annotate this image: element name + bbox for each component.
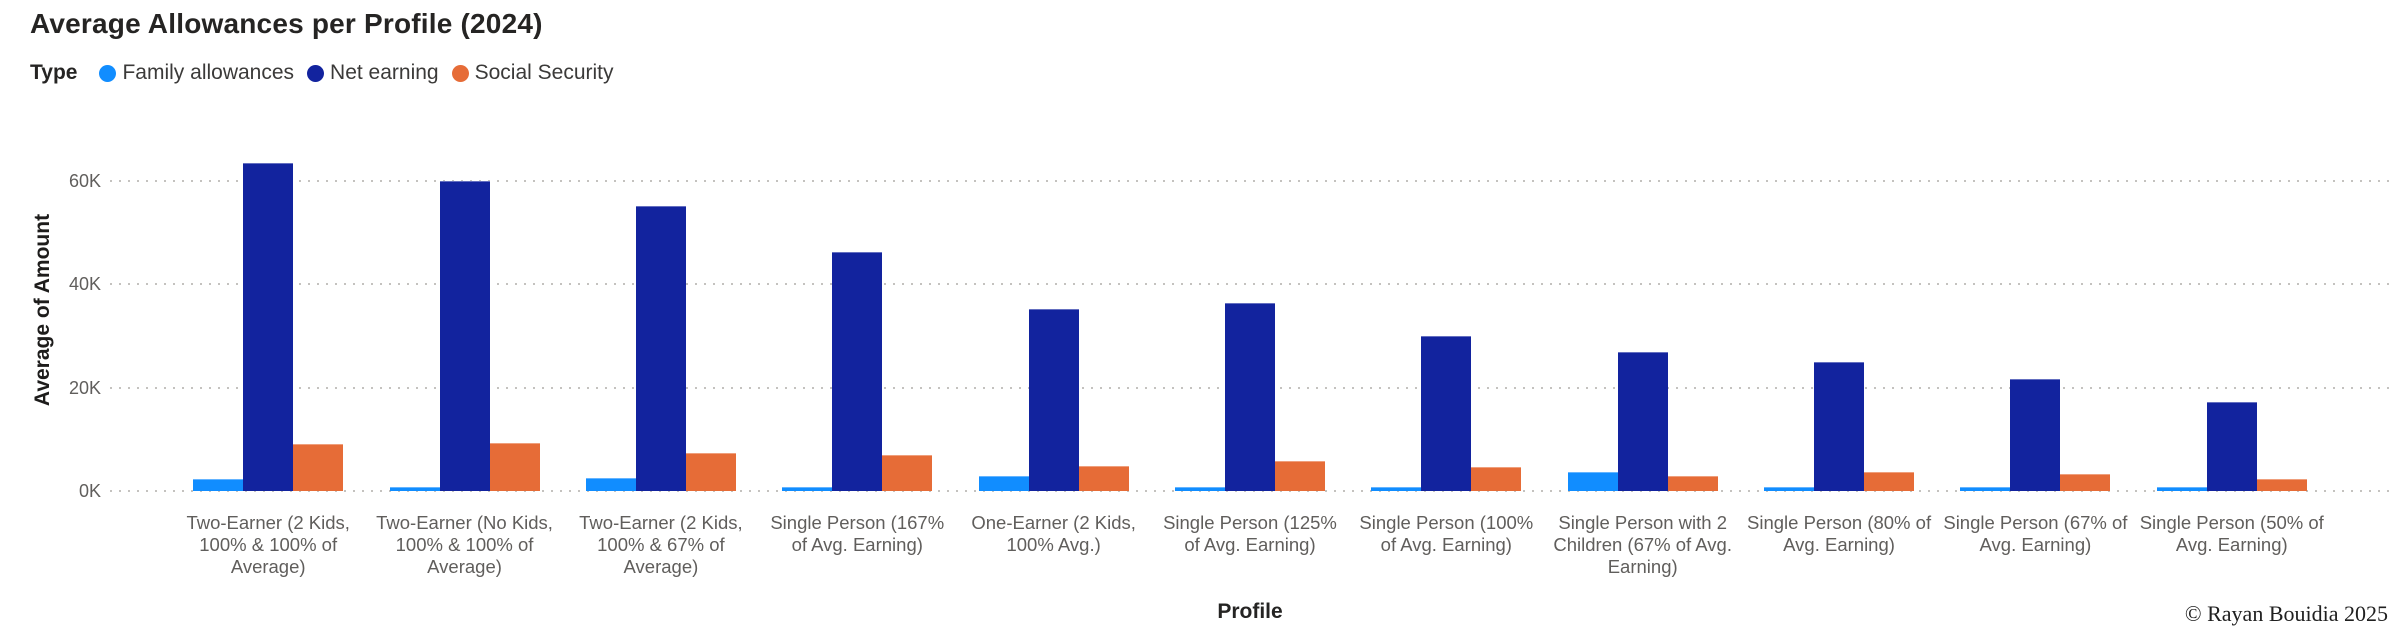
bar-net-earning[interactable] — [635, 205, 686, 491]
bar-social-security[interactable] — [1274, 461, 1325, 491]
x-category-label: Single Person (50% of Avg. Earning) — [2139, 512, 2324, 555]
legend-item-family-allowances[interactable]: Family allowances — [99, 61, 294, 85]
x-category-label: Single Person (125% of Avg. Earning) — [1163, 512, 1337, 555]
bar-family-allowances[interactable] — [2156, 487, 2207, 491]
bar-family-allowances[interactable] — [1960, 487, 2011, 491]
bar-family-allowances[interactable] — [782, 487, 833, 491]
legend-item-net-earning[interactable]: Net earning — [307, 61, 439, 85]
bar-net-earning[interactable] — [2010, 378, 2061, 491]
y-tick-label: 40K — [68, 274, 101, 295]
legend-item-social-security[interactable]: Social Security — [451, 61, 614, 85]
bar-group — [2134, 129, 2330, 491]
x-category-label: Single Person with 2 Children (67% of Av… — [1553, 512, 1732, 577]
bar-social-security[interactable] — [1078, 466, 1129, 491]
bar-net-earning[interactable] — [1224, 303, 1275, 491]
bar-social-security[interactable] — [1471, 466, 1522, 491]
bar-group — [1545, 129, 1741, 491]
legend-item-label: Social Security — [474, 61, 614, 84]
bar-net-earning[interactable] — [1617, 351, 1668, 491]
bar-family-allowances[interactable] — [1371, 487, 1422, 491]
bar-social-security[interactable] — [293, 444, 344, 491]
x-category-label: Two-Earner (2 Kids, 100% & 67% of Averag… — [579, 512, 743, 577]
x-category-label: Single Person (100% of Avg. Earning) — [1359, 512, 1534, 555]
bar-group — [1348, 129, 1544, 491]
bar-family-allowances[interactable] — [1764, 487, 1815, 491]
bar-family-allowances[interactable] — [389, 487, 440, 491]
legend: Type Family allowances Net earning Socia… — [30, 59, 627, 87]
x-category-label: Single Person (67% of Avg. Earning) — [1943, 512, 2128, 555]
bar-group — [170, 129, 366, 491]
bar-family-allowances[interactable] — [585, 477, 636, 491]
x-axis-title: Profile — [1217, 600, 1283, 623]
bar-social-security[interactable] — [2060, 474, 2111, 491]
bar-family-allowances[interactable] — [1174, 487, 1225, 491]
legend-item-label: Family allowances — [122, 61, 295, 84]
x-category-label: Two-Earner (No Kids, 100% & 100% of Aver… — [376, 512, 553, 577]
y-tick-label: 20K — [68, 377, 101, 398]
bar-family-allowances[interactable] — [978, 476, 1029, 491]
bar-group — [563, 129, 759, 491]
bar-family-allowances[interactable] — [193, 478, 244, 491]
bar-group — [955, 129, 1151, 491]
chart-title: Average Allowances per Profile (2024) — [30, 8, 543, 39]
x-category-label: Single Person (80% of Avg. Earning) — [1747, 512, 1932, 555]
plot-area — [110, 129, 2390, 492]
y-tick-label: 0K — [78, 481, 101, 501]
legend-title: Type — [30, 61, 78, 84]
bar-social-security[interactable] — [2256, 478, 2307, 491]
gridline — [110, 179, 2390, 182]
bar-group — [1152, 129, 1348, 491]
x-category-label: One-Earner (2 Kids, 100% Avg.) — [971, 512, 1136, 555]
bar-net-earning[interactable] — [1028, 308, 1079, 491]
bar-group — [1741, 129, 1937, 491]
bar-net-earning[interactable] — [243, 163, 294, 491]
x-category-labels: Two-Earner (2 Kids, 100% & 100% of Avera… — [110, 512, 2390, 578]
bar-net-earning[interactable] — [2206, 402, 2257, 491]
bar-social-security[interactable] — [1667, 475, 1718, 491]
y-tick-label: 60K — [68, 170, 101, 191]
bar-net-earning[interactable] — [1814, 361, 1865, 491]
legend-swatch-social-security-icon — [451, 64, 469, 82]
bar-group — [366, 129, 562, 491]
legend-item-label: Net earning — [330, 61, 439, 84]
x-category-label: Two-Earner (2 Kids, 100% & 100% of Avera… — [186, 512, 350, 577]
bar-social-security[interactable] — [685, 452, 736, 491]
bar-groups — [110, 129, 2390, 491]
bar-social-security[interactable] — [489, 443, 540, 491]
legend-swatch-net-earning-icon — [307, 64, 325, 82]
bar-net-earning[interactable] — [832, 252, 883, 491]
gridline — [110, 283, 2390, 286]
legend-swatch-family-allowances-icon — [99, 64, 117, 82]
bar-group — [759, 129, 955, 491]
bar-social-security[interactable] — [882, 454, 933, 491]
gridline — [110, 490, 2390, 492]
y-tick-labels: 0K 20K 40K 60K — [0, 129, 101, 501]
bar-family-allowances[interactable] — [1567, 471, 1618, 491]
bar-net-earning[interactable] — [439, 180, 490, 491]
bar-social-security[interactable] — [1864, 471, 1915, 491]
x-category-label: Single Person (167% of Avg. Earning) — [770, 512, 945, 555]
copyright-text: © Rayan Bouidia 2025 — [2184, 601, 2388, 626]
bar-net-earning[interactable] — [1421, 335, 1472, 491]
bar-group — [1937, 129, 2133, 491]
